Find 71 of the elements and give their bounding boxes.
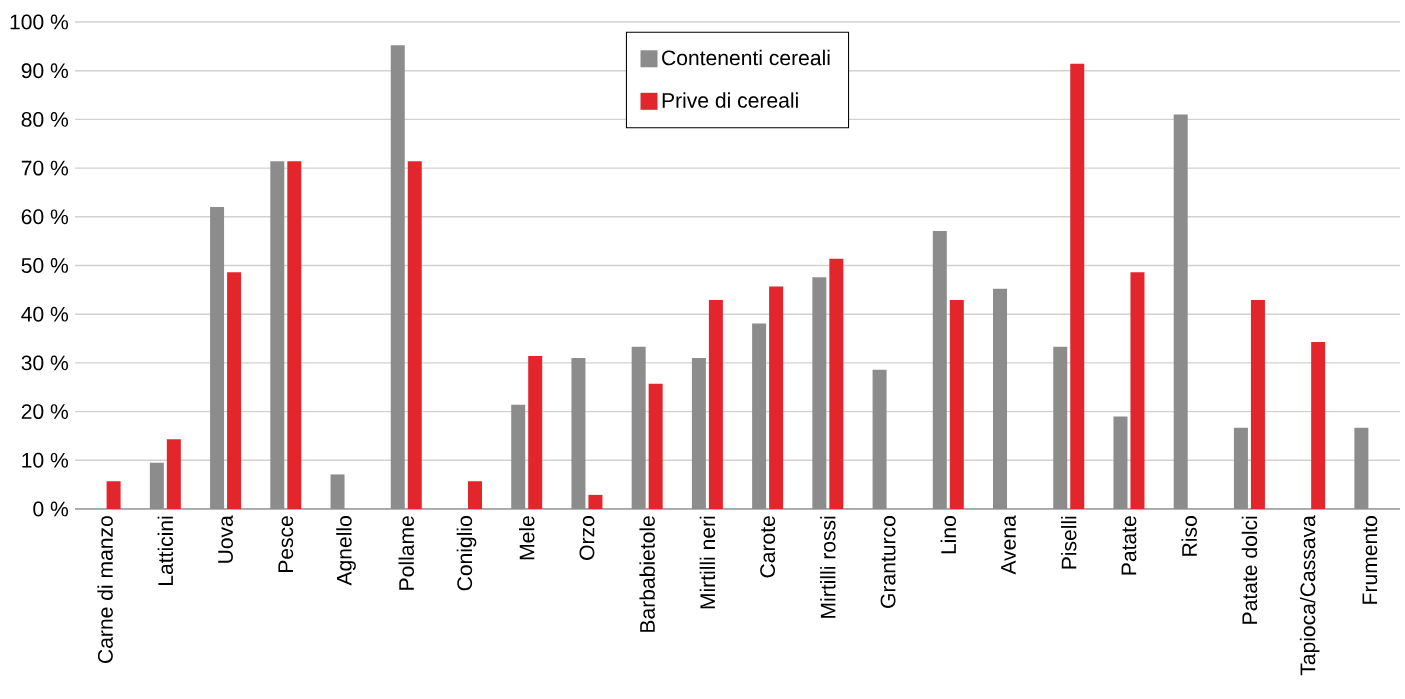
x-tick-label: Lino: [940, 516, 957, 554]
x-tick-label: Avena: [1001, 515, 1016, 575]
bar: [407, 161, 422, 509]
bar: [1233, 427, 1248, 509]
x-tick-label: Barbabietole: [639, 516, 655, 632]
bar: [769, 286, 784, 509]
x-tick-label: Latticini: [157, 516, 174, 585]
bar: [149, 462, 164, 509]
bar: [511, 404, 526, 509]
x-tick-label: Frumento: [1362, 516, 1378, 604]
bar: [1053, 346, 1068, 509]
x-tick-label: Pesce: [278, 516, 294, 573]
bar: [528, 356, 543, 509]
y-tick-label: 10 %: [22, 452, 69, 468]
y-tick-label: 0 %: [33, 501, 69, 517]
bar: [648, 383, 663, 509]
y-tick-label: 30 %: [21, 355, 69, 371]
y-tick-label: 50 %: [21, 258, 69, 273]
x-tick-label: Pollame: [398, 516, 414, 590]
bar: [993, 288, 1008, 509]
bar: [1070, 63, 1085, 509]
x-tick-label: Patate dolci: [1241, 516, 1258, 624]
legend-label: Prive di cereali: [662, 92, 798, 108]
x-tick-label: Carote: [760, 516, 776, 578]
x-tick-label: Uova: [218, 515, 233, 563]
bar: [812, 277, 827, 509]
x-tick-label: Riso: [1181, 516, 1197, 556]
bar: [287, 161, 302, 509]
bar: [872, 369, 887, 509]
bar: [1173, 114, 1188, 509]
bar: [1113, 416, 1128, 509]
x-tick-label: Tapioca/Cassava: [1299, 515, 1320, 676]
x-tick-label: Piselli: [1061, 516, 1077, 569]
bar: [949, 300, 964, 509]
bar: [708, 300, 723, 509]
x-tick-label: Patate: [1121, 516, 1137, 575]
x-tick-label: Carne di manzo: [97, 516, 113, 663]
bar: [1250, 300, 1265, 509]
x-tick-label: Granturco: [880, 516, 896, 608]
y-tick-label: 20 %: [21, 404, 69, 420]
bar: [227, 272, 242, 509]
bar: [829, 258, 844, 509]
bar: [166, 439, 181, 509]
legend-label: Contenenti cereali: [662, 49, 830, 66]
x-tick-label: Mele: [518, 516, 535, 560]
bar: [467, 481, 482, 509]
bar: [270, 161, 285, 509]
y-tick-label: 60 %: [21, 209, 69, 225]
bar: [1130, 272, 1145, 509]
x-tick-label: Mirtilli neri: [699, 516, 716, 609]
bar: [106, 481, 121, 509]
x-tick-label: Mirtilli rossi: [820, 516, 836, 618]
bar: [631, 346, 646, 509]
bar: [691, 358, 706, 509]
bar: [588, 494, 603, 509]
bar: [571, 358, 586, 509]
y-tick-label: 90 %: [21, 63, 69, 79]
bar: [1354, 427, 1369, 509]
x-tick-label: Orzo: [579, 516, 595, 560]
y-tick-label: 100 %: [10, 14, 69, 30]
bar: [390, 45, 405, 509]
y-tick-label: 70 %: [21, 160, 69, 176]
y-tick-label: 40 %: [21, 306, 69, 322]
bar: [330, 474, 345, 509]
bar: [1311, 341, 1326, 509]
bar: [932, 230, 947, 509]
bar: [752, 323, 767, 509]
x-tick-label: Coniglio: [456, 516, 477, 591]
y-tick-label: 80 %: [21, 111, 69, 127]
bar: [210, 207, 225, 509]
x-tick-label: Agnello: [336, 516, 356, 586]
